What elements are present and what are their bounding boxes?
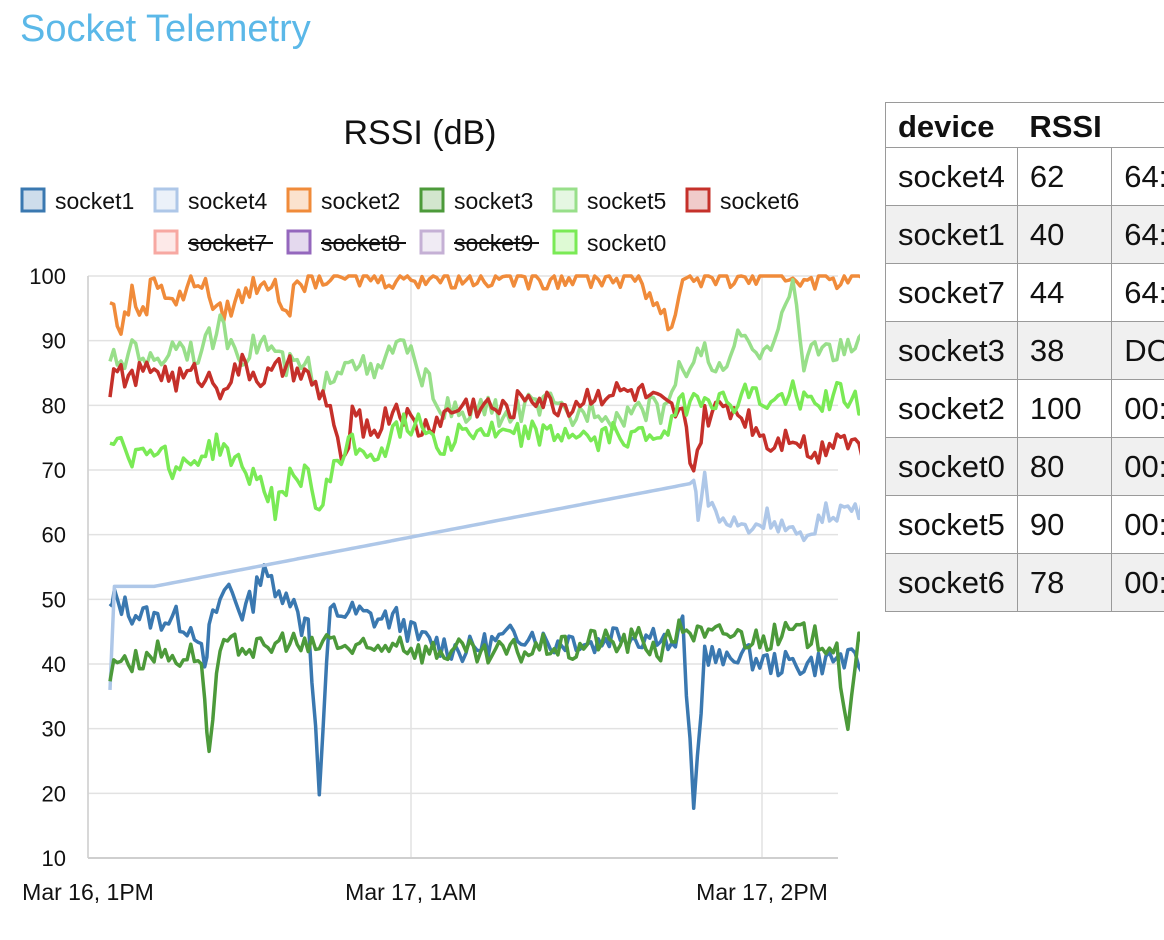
table-cell-device: socket7 bbox=[885, 263, 1018, 322]
table-cell-device: socket0 bbox=[885, 437, 1018, 496]
y-tick-label: 20 bbox=[42, 781, 66, 806]
table-cell-rssi: 78 bbox=[1016, 553, 1113, 612]
y-tick-label: 80 bbox=[42, 393, 66, 418]
page-title: Socket Telemetry bbox=[20, 8, 311, 50]
table-cell-device: socket4 bbox=[885, 147, 1018, 206]
table-cell-mac: 64:/ bbox=[1111, 205, 1164, 264]
legend-swatch-socket1 bbox=[20, 187, 46, 213]
legend-swatch-socket3 bbox=[419, 187, 445, 213]
table-cell-device: socket2 bbox=[885, 379, 1018, 438]
table-cell-mac: 64:/ bbox=[1111, 263, 1164, 322]
table-cell-rssi: 90 bbox=[1016, 495, 1113, 554]
legend-label-socket0[interactable]: socket0 bbox=[587, 230, 666, 256]
device-table: device RSSI socket46264:/socket14064:/so… bbox=[885, 102, 1164, 612]
y-tick-label: 70 bbox=[42, 458, 66, 483]
legend-swatch-socket9 bbox=[419, 229, 445, 255]
rssi-chart: RSSI (dB) 10 20 30 40 50 60 70 80 90 100 Mar 16, 1P… bbox=[0, 90, 860, 930]
legend-label-socket3[interactable]: socket3 bbox=[454, 188, 533, 214]
x-tick-label: Mar 16, 1PM bbox=[22, 879, 154, 905]
table-cell-mac: 00:2 bbox=[1111, 379, 1164, 438]
table-cell-rssi: 80 bbox=[1016, 437, 1113, 496]
table-cell-rssi: 100 bbox=[1016, 379, 1113, 438]
series-line-socket1 bbox=[108, 563, 860, 811]
series-line-socket5 bbox=[108, 278, 860, 431]
header-rssi[interactable]: RSSI bbox=[1017, 102, 1112, 148]
legend-swatch-socket2 bbox=[286, 187, 312, 213]
series-line-socket3 bbox=[108, 618, 860, 754]
table-cell-mac: 00:2 bbox=[1111, 495, 1164, 554]
table-cell-mac: 00:2 bbox=[1111, 437, 1164, 496]
legend-label-socket4[interactable]: socket4 bbox=[188, 188, 267, 214]
legend-label-socket5[interactable]: socket5 bbox=[587, 188, 666, 214]
series-line-socket4 bbox=[108, 470, 860, 690]
legend-label-socket2[interactable]: socket2 bbox=[321, 188, 400, 214]
legend-label-socket1[interactable]: socket1 bbox=[55, 188, 134, 214]
table-cell-rssi: 44 bbox=[1016, 263, 1113, 322]
table-cell-rssi: 62 bbox=[1016, 147, 1113, 206]
y-tick-label: 50 bbox=[42, 587, 66, 612]
table-cell-mac: 00:2 bbox=[1111, 553, 1164, 612]
legend-swatch-socket6 bbox=[685, 187, 711, 213]
y-tick-label: 40 bbox=[42, 652, 66, 677]
y-tick-label: 100 bbox=[29, 264, 66, 289]
legend-swatch-socket4 bbox=[153, 187, 179, 213]
x-tick-label: Mar 17, 2PM bbox=[696, 879, 828, 905]
y-tick-label: 60 bbox=[42, 523, 66, 548]
table-cell-rssi: 38 bbox=[1016, 321, 1113, 380]
table-cell-device: socket5 bbox=[885, 495, 1018, 554]
table-cell-device: socket1 bbox=[885, 205, 1018, 264]
header-device[interactable]: device bbox=[885, 102, 1018, 148]
legend-swatch-socket5 bbox=[552, 187, 578, 213]
series-line-socket0 bbox=[109, 379, 860, 522]
table-cell-device: socket3 bbox=[885, 321, 1018, 380]
chart-title: RSSI (dB) bbox=[343, 114, 496, 152]
x-tick-label: Mar 17, 1AM bbox=[345, 879, 477, 905]
legend-swatch-socket0 bbox=[552, 229, 578, 255]
rssi-chart-svg: RSSI (dB) 10 20 30 40 50 60 70 80 90 100 Mar 16, 1P… bbox=[20, 114, 860, 905]
series-line-socket6 bbox=[108, 352, 860, 473]
y-tick-label: 10 bbox=[42, 846, 66, 871]
table-cell-rssi: 40 bbox=[1016, 205, 1113, 264]
legend-swatch-socket8 bbox=[286, 229, 312, 255]
header-extra bbox=[1111, 102, 1164, 148]
y-tick-label: 30 bbox=[42, 717, 66, 742]
table-cell-mac: 64:/ bbox=[1111, 147, 1164, 206]
table-cell-device: socket6 bbox=[885, 553, 1018, 612]
series-line-socket2 bbox=[109, 274, 860, 336]
legend-swatch-socket7 bbox=[153, 229, 179, 255]
device-table-container: device RSSI socket46264:/socket14064:/so… bbox=[885, 102, 1164, 622]
y-tick-label: 90 bbox=[42, 329, 66, 354]
table-cell-mac: DC: bbox=[1111, 321, 1164, 380]
legend-label-socket6[interactable]: socket6 bbox=[720, 188, 799, 214]
table-header-row: device RSSI bbox=[885, 102, 1164, 148]
